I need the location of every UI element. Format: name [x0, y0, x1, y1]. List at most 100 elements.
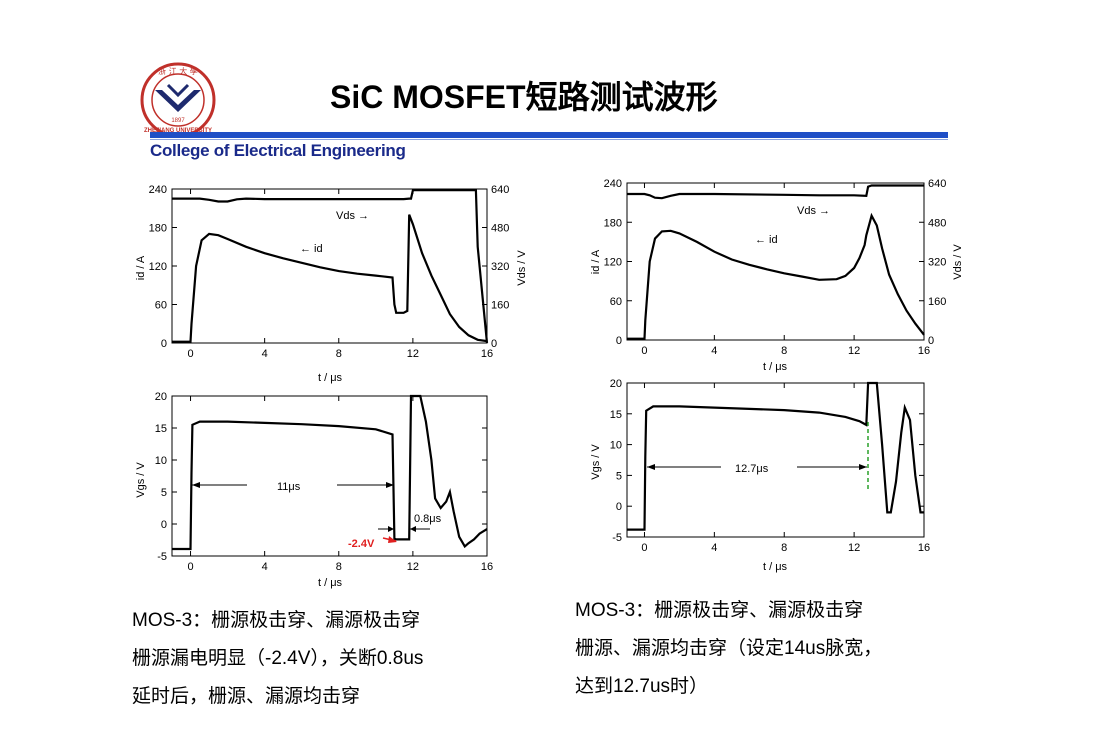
annotation-11us-arrow — [192, 482, 394, 488]
logo-year: 1897 — [171, 118, 185, 124]
y-tick-label: 180 — [604, 217, 622, 229]
annotation-neg2.4v: -2.4V — [348, 538, 375, 550]
plot-frame — [626, 382, 925, 538]
x-tick-label: 16 — [481, 348, 493, 360]
y-tick-label: 5 — [161, 487, 167, 499]
header-rule — [150, 132, 948, 138]
caption-line: 栅源漏电明显（-2.4V），关断0.8us — [132, 648, 424, 669]
y-tick-label: 0 — [616, 501, 622, 513]
y-tick-label: 240 — [604, 178, 622, 190]
y-tick-label: 20 — [155, 391, 167, 403]
y2-tick-label: 640 — [928, 178, 946, 190]
y2-axis-label: Vds / V — [952, 244, 964, 280]
caption-line: 延时后，栅源、漏源均击穿 — [132, 686, 361, 707]
y-tick-label: -5 — [157, 551, 167, 563]
y-tick-label: 60 — [610, 296, 622, 308]
vds-annotation: Vds → — [336, 210, 369, 222]
y2-tick-label: 640 — [491, 184, 509, 196]
x-tick-label: 4 — [262, 348, 268, 360]
caption-right: MOS-3：栅源极击穿、漏源极击穿 栅源、漏源均击穿（设定14us脉宽， 达到1… — [575, 592, 882, 706]
series-vds-line — [627, 184, 924, 200]
y-tick-label: 60 — [155, 300, 167, 312]
caption-line: 栅源、漏源均击穿（设定14us脉宽， — [575, 638, 883, 659]
x-tick-label: 12 — [848, 542, 860, 554]
x-axis-label: t / μs — [763, 561, 788, 573]
series-vds-line — [172, 189, 489, 344]
caption-line: MOS-3：栅源极击穿、漏源极击穿 — [132, 610, 421, 631]
y-tick-label: 120 — [149, 261, 167, 273]
y2-axis-label: Vds / V — [516, 250, 528, 286]
x-tick-label: 8 — [781, 542, 787, 554]
plot-frame — [626, 182, 925, 341]
vds-annotation: Vds → — [797, 205, 830, 217]
x-axis-label: t / μs — [318, 577, 343, 589]
y2-tick-label: 160 — [928, 296, 946, 308]
x-tick-label: 16 — [918, 542, 930, 554]
x-tick-label: 12 — [848, 345, 860, 357]
annotation-12.7us-arrow — [647, 464, 867, 470]
series-vgs-line — [627, 381, 924, 531]
y-tick-label: 120 — [604, 257, 622, 269]
series-vgs-line — [172, 394, 488, 551]
chart-left-bottom: -5 0 5 10 15 20 0 4 8 12 16 11μs 0.8μs -2.4V Vgs /… — [135, 391, 493, 589]
header-rule-thin — [150, 139, 948, 140]
y2-tick-label: 320 — [491, 261, 509, 273]
x-tick-label: 8 — [336, 348, 342, 360]
series-id-line — [172, 214, 488, 343]
annotation-12.7us: 12.7μs — [735, 463, 769, 475]
x-tick-label: 0 — [187, 348, 193, 360]
y-axis-label: Vgs / V — [135, 462, 147, 498]
x-axis-label: t / μs — [318, 372, 343, 384]
y-tick-label: 20 — [610, 378, 622, 390]
y-axis-label: id / A — [135, 255, 147, 280]
x-tick-label: 8 — [781, 345, 787, 357]
annotation-0.8us: 0.8μs — [414, 513, 442, 525]
caption-line: MOS-3：栅源极击穿、漏源极击穿 — [575, 600, 864, 621]
id-annotation: ← id — [755, 234, 778, 246]
y2-tick-label: 0 — [928, 335, 934, 347]
x-axis-label: t / μs — [763, 361, 788, 373]
y2-tick-label: 480 — [928, 217, 946, 229]
plot-frame — [171, 395, 488, 557]
y-axis-label: id / A — [590, 249, 602, 274]
annotation-neg2.4v-arrow — [382, 536, 397, 543]
y2-tick-label: 480 — [491, 223, 509, 235]
y-tick-label: 240 — [149, 184, 167, 196]
x-tick-label: 0 — [187, 561, 193, 573]
series-id-line — [627, 212, 925, 340]
y-tick-label: 15 — [155, 423, 167, 435]
id-annotation: ← id — [300, 243, 323, 255]
page-title: SiC MOSFET短路测试波形 — [330, 79, 718, 115]
y2-tick-label: 0 — [491, 338, 497, 350]
x-tick-label: 16 — [918, 345, 930, 357]
y-tick-label: -5 — [612, 532, 622, 544]
y-tick-label: 5 — [616, 470, 622, 482]
y-tick-label: 180 — [149, 223, 167, 235]
annotation-11us: 11μs — [277, 481, 301, 493]
x-tick-label: 0 — [641, 542, 647, 554]
logo-text-top: 浙 江 大 學 — [158, 66, 198, 76]
logo-text-bottom: ZHEJIANG UNIVERSITY — [144, 128, 212, 134]
annotation-0.8us-arrow — [378, 526, 430, 532]
x-tick-label: 8 — [336, 561, 342, 573]
x-tick-label: 12 — [407, 561, 419, 573]
x-tick-label: 0 — [641, 345, 647, 357]
y2-tick-label: 160 — [491, 300, 509, 312]
y-tick-label: 10 — [610, 440, 622, 452]
caption-left: MOS-3：栅源极击穿、漏源极击穿 栅源漏电明显（-2.4V），关断0.8us … — [132, 602, 423, 716]
x-tick-label: 4 — [711, 345, 717, 357]
x-tick-label: 12 — [407, 348, 419, 360]
y-tick-label: 10 — [155, 455, 167, 467]
x-tick-label: 16 — [481, 561, 493, 573]
y-tick-label: 0 — [161, 338, 167, 350]
caption-line: 达到12.7us时） — [575, 676, 709, 697]
y2-tick-label: 320 — [928, 257, 946, 269]
university-logo: 浙 江 大 學 1897 ZHEJIANG UNIVERSITY — [138, 60, 218, 140]
plot-frame — [171, 188, 488, 344]
college-name: College of Electrical Engineering — [150, 141, 406, 160]
y-tick-label: 0 — [616, 335, 622, 347]
y-tick-label: 0 — [161, 519, 167, 531]
x-tick-label: 4 — [262, 561, 268, 573]
